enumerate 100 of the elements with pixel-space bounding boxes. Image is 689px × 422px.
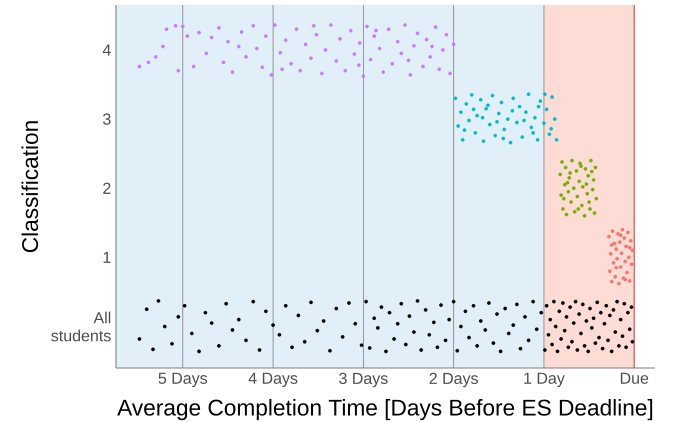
point <box>618 240 622 244</box>
y-tick-label: 3 <box>102 113 111 125</box>
point <box>552 117 557 121</box>
point <box>514 120 519 124</box>
point <box>610 243 614 247</box>
point <box>566 190 570 194</box>
point <box>459 110 463 114</box>
point <box>482 139 486 144</box>
point <box>612 261 616 265</box>
x-tick-label: 5 Days <box>158 372 208 388</box>
point <box>496 112 501 116</box>
point <box>518 104 522 109</box>
y-axis-title: Classification <box>21 121 38 252</box>
point <box>577 179 582 184</box>
point <box>472 108 476 112</box>
point <box>493 134 498 138</box>
point <box>524 110 528 114</box>
point <box>590 170 594 174</box>
x-tick-label: 3 Days <box>339 372 388 388</box>
point <box>620 251 624 256</box>
point <box>612 242 616 246</box>
point <box>508 140 512 144</box>
point <box>594 196 598 200</box>
point <box>501 136 506 140</box>
point <box>548 132 552 136</box>
point <box>617 282 621 286</box>
point <box>580 184 585 189</box>
point <box>576 207 580 211</box>
point <box>623 260 628 264</box>
point <box>589 158 593 162</box>
point <box>575 194 580 198</box>
point <box>531 131 535 135</box>
point <box>592 178 596 182</box>
x-tick-label: 2 Days <box>430 372 478 388</box>
point <box>592 211 596 215</box>
point <box>549 126 554 131</box>
point <box>622 236 626 240</box>
point <box>559 193 563 198</box>
point <box>456 124 460 128</box>
y-tick-label: 2 <box>103 182 110 194</box>
point <box>490 94 494 98</box>
point <box>554 138 558 142</box>
point <box>614 266 618 270</box>
point <box>580 204 584 208</box>
point <box>470 93 474 97</box>
x-axis-title: Average Completion Time [Days Before ES Deadline] <box>117 399 652 420</box>
point <box>475 114 480 118</box>
point <box>484 106 488 111</box>
point <box>607 234 611 238</box>
point <box>506 117 510 121</box>
point <box>572 210 577 214</box>
point <box>594 166 598 170</box>
point <box>464 102 468 106</box>
point <box>486 103 490 108</box>
y-tick-label: All students <box>51 312 111 342</box>
point <box>569 200 573 204</box>
point <box>454 96 458 100</box>
point <box>624 244 628 248</box>
point <box>616 232 620 236</box>
point <box>585 192 590 196</box>
x-tick-label: 1 Day <box>524 372 565 388</box>
point <box>460 138 465 142</box>
point <box>578 161 582 166</box>
point <box>510 108 514 113</box>
point <box>536 104 540 109</box>
point <box>625 270 629 274</box>
point <box>542 92 547 96</box>
point <box>582 214 586 218</box>
point <box>473 131 478 135</box>
point <box>626 230 630 234</box>
point <box>542 121 546 126</box>
point <box>608 252 613 256</box>
point <box>626 256 631 260</box>
point <box>618 233 623 238</box>
point <box>630 248 634 252</box>
point <box>526 92 530 96</box>
point <box>618 265 623 269</box>
point <box>610 280 614 284</box>
point <box>467 118 471 122</box>
point <box>630 262 634 266</box>
point <box>564 212 568 216</box>
point <box>529 126 534 130</box>
point <box>558 172 562 176</box>
point <box>511 96 516 100</box>
point <box>488 122 492 126</box>
point <box>610 229 614 233</box>
x-tick-label: 4 Days <box>248 372 298 388</box>
point <box>480 116 484 120</box>
point <box>628 238 632 243</box>
point <box>544 108 549 112</box>
x-tick-label: Due <box>620 372 648 384</box>
point <box>562 196 566 200</box>
point <box>572 186 576 190</box>
point <box>522 118 526 122</box>
point <box>620 228 624 232</box>
point <box>590 188 595 192</box>
point <box>561 207 565 211</box>
point <box>550 95 554 99</box>
point <box>520 135 524 139</box>
point <box>579 164 583 168</box>
